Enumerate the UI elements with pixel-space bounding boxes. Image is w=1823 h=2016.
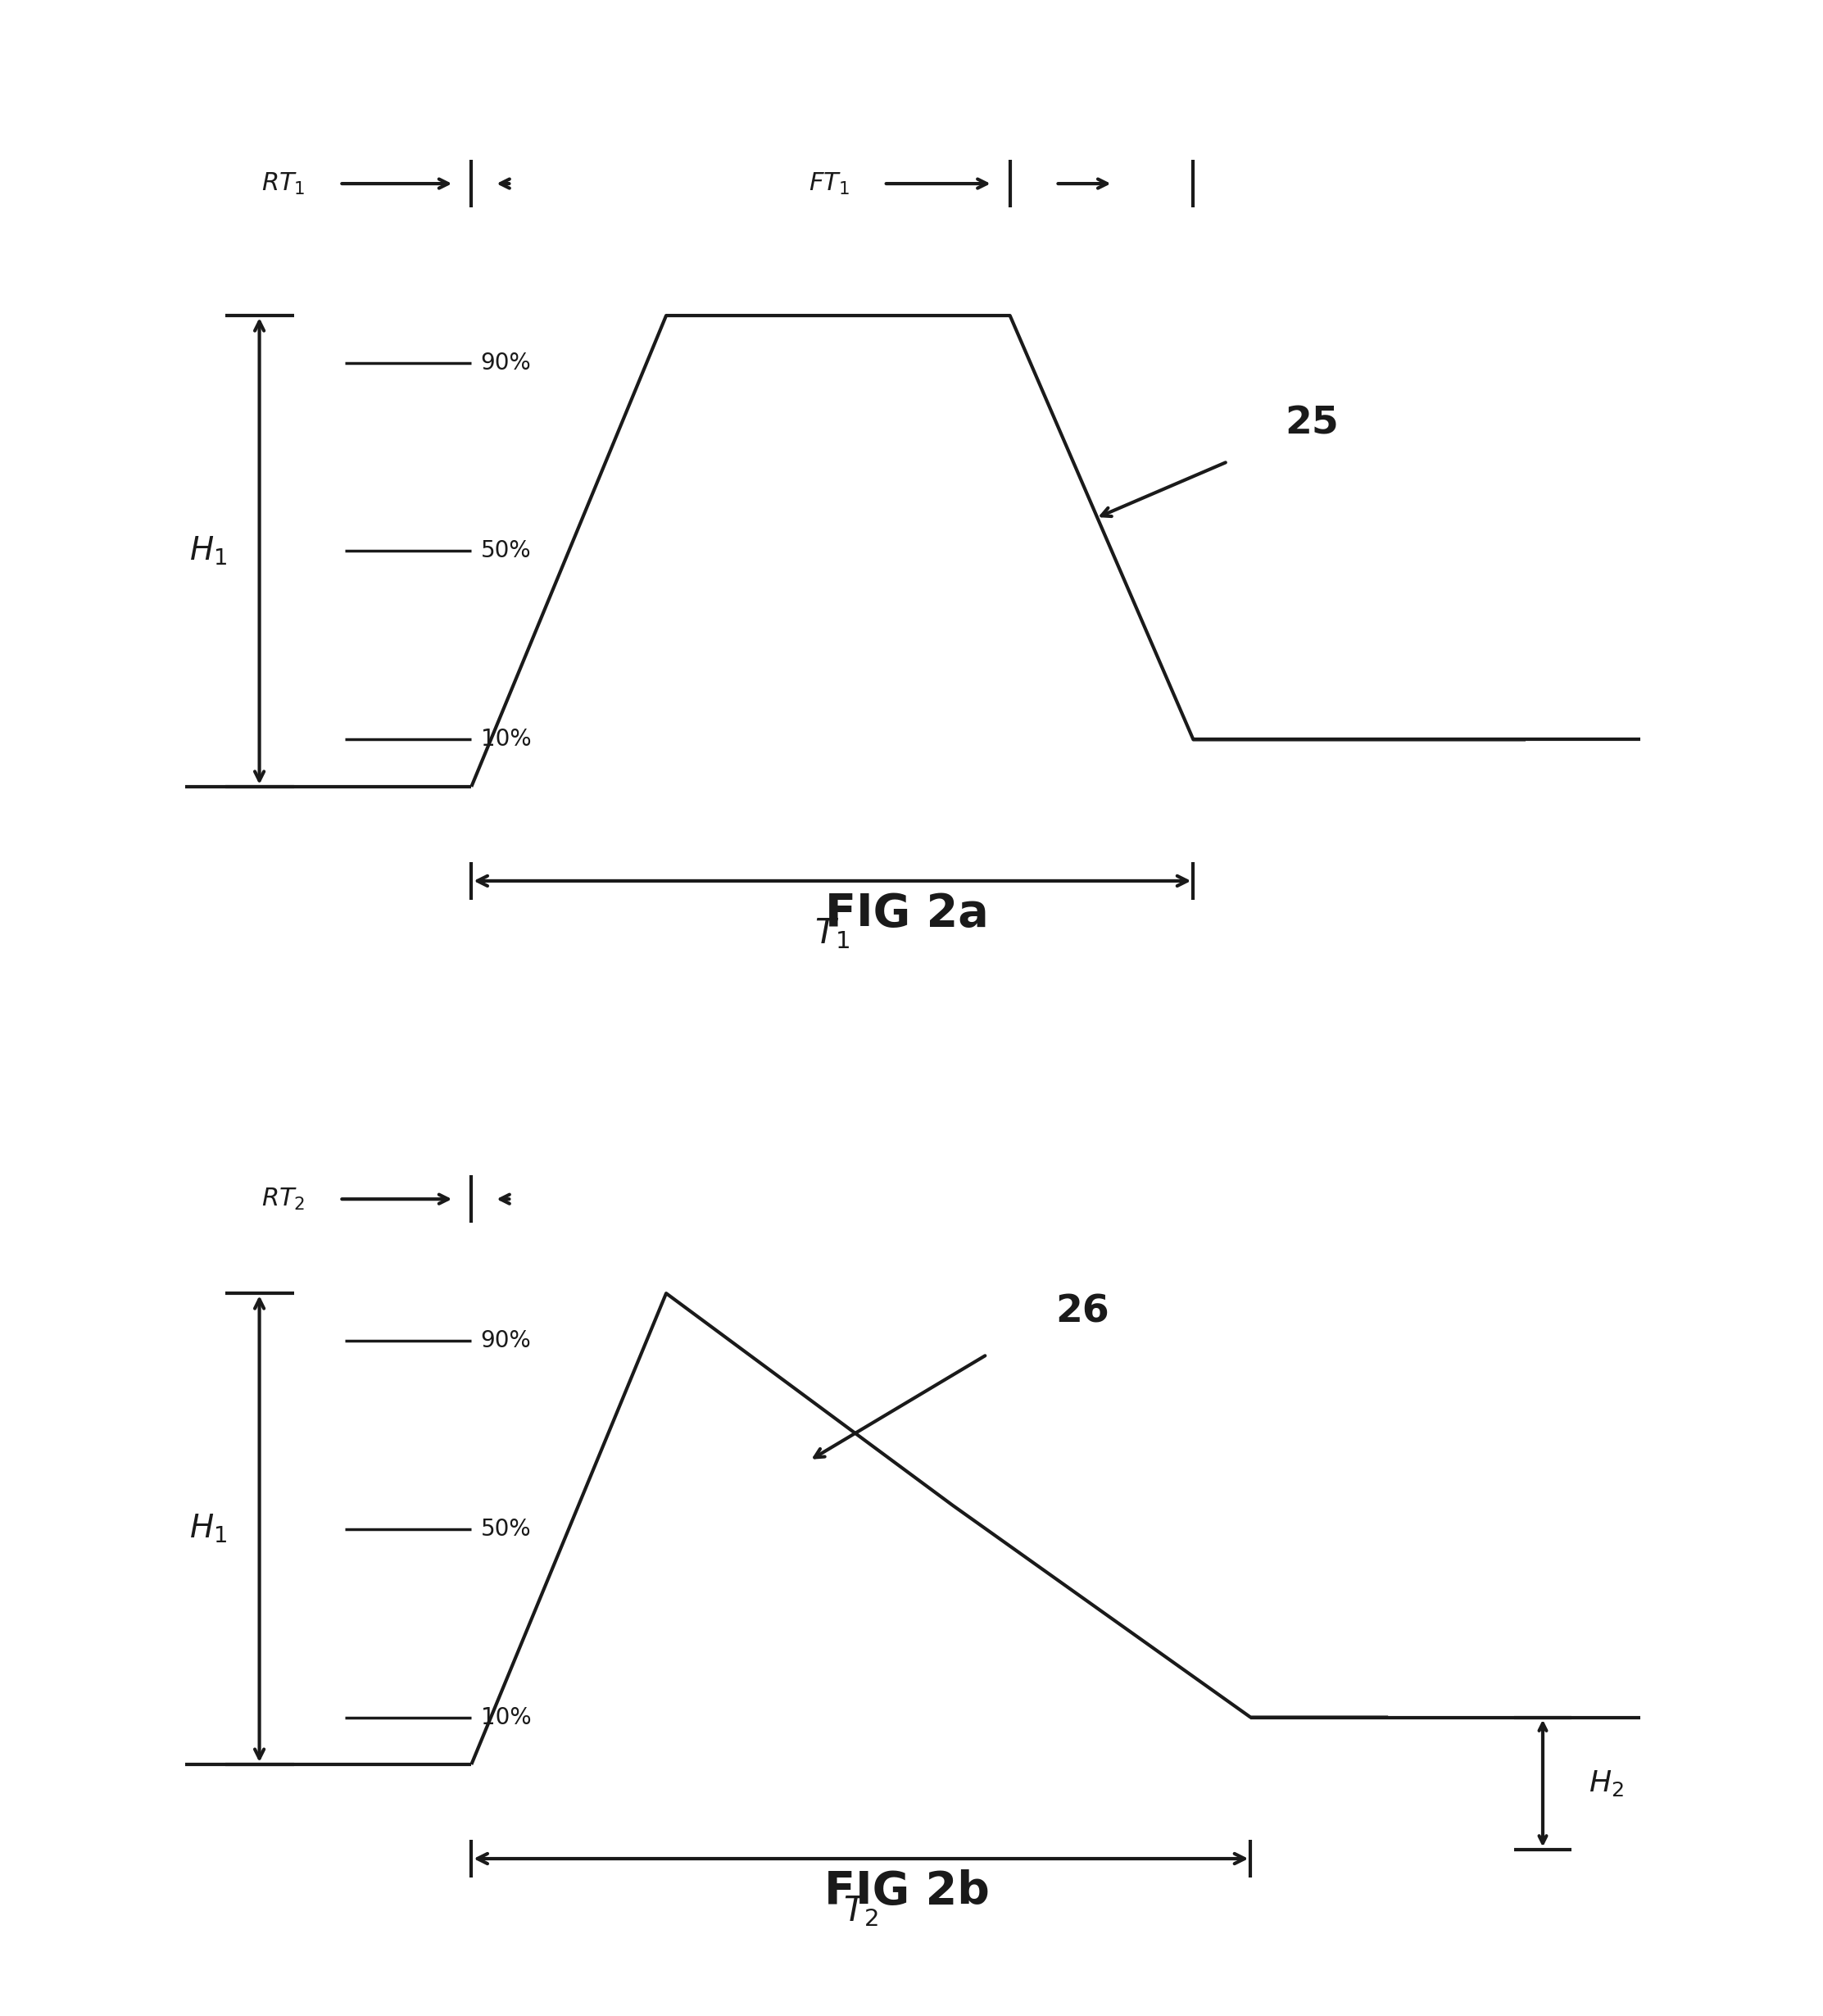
Text: FIG 2a: FIG 2a [826, 891, 988, 935]
Text: 90%: 90% [481, 351, 530, 375]
Text: $T_2$: $T_2$ [844, 1893, 879, 1929]
Text: $RT_2$: $RT_2$ [261, 1185, 304, 1212]
Text: $H_1$: $H_1$ [190, 534, 226, 566]
Text: 26: 26 [1056, 1294, 1110, 1331]
Text: 50%: 50% [481, 540, 530, 562]
Text: $RT_1$: $RT_1$ [261, 171, 304, 196]
Text: 10%: 10% [481, 728, 530, 752]
Text: $H_2$: $H_2$ [1588, 1768, 1624, 1798]
Text: $H_1$: $H_1$ [190, 1512, 226, 1544]
Text: 10%: 10% [481, 1706, 530, 1730]
Text: $FT_1$: $FT_1$ [809, 171, 850, 196]
Text: 50%: 50% [481, 1518, 530, 1540]
Text: $T_1$: $T_1$ [815, 915, 850, 952]
Text: FIG 2b: FIG 2b [824, 1869, 990, 1913]
Text: 25: 25 [1285, 405, 1338, 442]
Text: 90%: 90% [481, 1329, 530, 1353]
